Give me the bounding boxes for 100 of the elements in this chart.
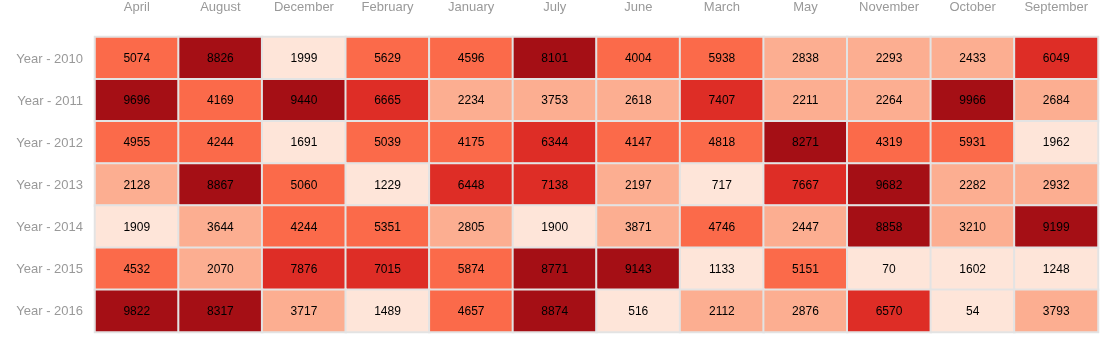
data-label: 1691	[290, 135, 318, 150]
x-tick-label: November	[859, 0, 920, 14]
data-label: 3210	[959, 219, 987, 234]
data-label: 9682	[875, 177, 903, 192]
x-tick-label: March	[703, 0, 740, 14]
data-label: 516	[628, 303, 649, 318]
x-tick-label: April	[123, 0, 150, 14]
data-label: 6448	[457, 177, 485, 192]
data-label: 2070	[207, 261, 235, 276]
data-label: 8858	[875, 219, 903, 234]
data-label: 7015	[374, 261, 402, 276]
data-label: 1999	[290, 51, 318, 66]
data-label: 1248	[1042, 261, 1070, 276]
data-label: 5629	[374, 51, 402, 66]
data-label: 7138	[541, 177, 569, 192]
data-label: 8867	[207, 177, 235, 192]
data-label: 2128	[123, 177, 151, 192]
data-label: 7407	[708, 93, 736, 108]
data-label: 2447	[792, 219, 820, 234]
data-label: 6049	[1042, 51, 1070, 66]
x-tick-label: June	[624, 0, 653, 14]
data-label: 2234	[457, 93, 485, 108]
data-label: 2876	[792, 303, 820, 318]
data-label: 1133	[708, 261, 736, 276]
data-label: 9199	[1042, 219, 1070, 234]
data-label: 5938	[708, 51, 736, 66]
data-label: 9822	[123, 303, 151, 318]
data-label: 4244	[290, 219, 318, 234]
data-label: 4955	[123, 135, 151, 150]
data-label: 9696	[123, 93, 151, 108]
data-label: 4147	[624, 135, 652, 150]
data-label: 7667	[792, 177, 820, 192]
data-label: 4169	[207, 93, 235, 108]
data-label: 5074	[123, 51, 151, 66]
y-tick-label: Year - 2016	[16, 303, 83, 319]
data-label: 7876	[290, 261, 318, 276]
x-tick-label: September	[1024, 0, 1089, 14]
y-tick-label: Year - 2015	[16, 261, 83, 277]
data-label: 4004	[624, 51, 652, 66]
data-label: 2805	[457, 219, 485, 234]
data-label: 5151	[792, 261, 820, 276]
data-label: 5351	[374, 219, 402, 234]
data-label: 5874	[457, 261, 485, 276]
data-label: 54	[965, 303, 980, 318]
y-tick-label: Year - 2014	[16, 219, 83, 235]
data-label: 4319	[875, 135, 903, 150]
y-tick-label: Year - 2010	[16, 50, 83, 66]
data-label: 4596	[457, 51, 485, 66]
data-label: 9143	[624, 261, 652, 276]
data-label: 8771	[541, 261, 569, 276]
y-tick-label: Year - 2011	[17, 92, 83, 108]
data-label: 2932	[1042, 177, 1070, 192]
data-label: 4818	[708, 135, 736, 150]
data-label: 2282	[959, 177, 987, 192]
data-label: 4657	[457, 303, 485, 318]
data-label: 6570	[875, 303, 903, 318]
data-label: 6665	[374, 93, 402, 108]
x-tick-label: January	[448, 0, 495, 14]
data-label: 8874	[541, 303, 569, 318]
data-label: 1909	[123, 219, 151, 234]
data-label: 1962	[1042, 135, 1070, 150]
data-label: 3644	[207, 219, 235, 234]
x-tick-label: February	[361, 0, 415, 14]
data-label: 1229	[374, 177, 402, 192]
data-label: 2197	[624, 177, 652, 192]
data-label: 2684	[1042, 93, 1070, 108]
data-label: 8101	[541, 51, 569, 66]
data-label: 5931	[959, 135, 987, 150]
data-label: 8826	[207, 51, 235, 66]
y-tick-label: Year - 2012	[16, 134, 83, 150]
data-label: 4746	[708, 219, 736, 234]
data-label: 4244	[207, 135, 235, 150]
x-tick-label: August	[200, 0, 241, 14]
data-label: 6344	[541, 135, 569, 150]
data-label: 1900	[541, 219, 569, 234]
data-label: 2618	[624, 93, 652, 108]
data-label: 4532	[123, 261, 151, 276]
data-label: 3753	[541, 93, 569, 108]
data-label: 3793	[1042, 303, 1070, 318]
data-label: 8271	[792, 135, 820, 150]
data-label: 3871	[624, 219, 652, 234]
data-label: 9966	[959, 93, 987, 108]
data-label: 5060	[290, 177, 318, 192]
data-label: 717	[711, 177, 733, 192]
data-label: 9440	[290, 93, 318, 108]
data-label: 2112	[708, 303, 736, 318]
x-tick-label: July	[543, 0, 567, 14]
x-tick-label: October	[949, 0, 997, 14]
data-label: 70	[882, 261, 897, 276]
data-label: 2433	[959, 51, 987, 66]
data-label: 2211	[792, 93, 819, 108]
y-tick-label: Year - 2013	[16, 177, 83, 192]
data-label: 3717	[290, 303, 318, 318]
data-label: 2838	[792, 51, 820, 66]
x-tick-label: December	[273, 0, 335, 14]
x-tick-label: May	[793, 0, 819, 14]
data-label: 2293	[875, 51, 903, 66]
data-label: 2264	[875, 93, 903, 108]
data-label: 5039	[374, 135, 402, 150]
data-label: 8317	[207, 303, 235, 318]
